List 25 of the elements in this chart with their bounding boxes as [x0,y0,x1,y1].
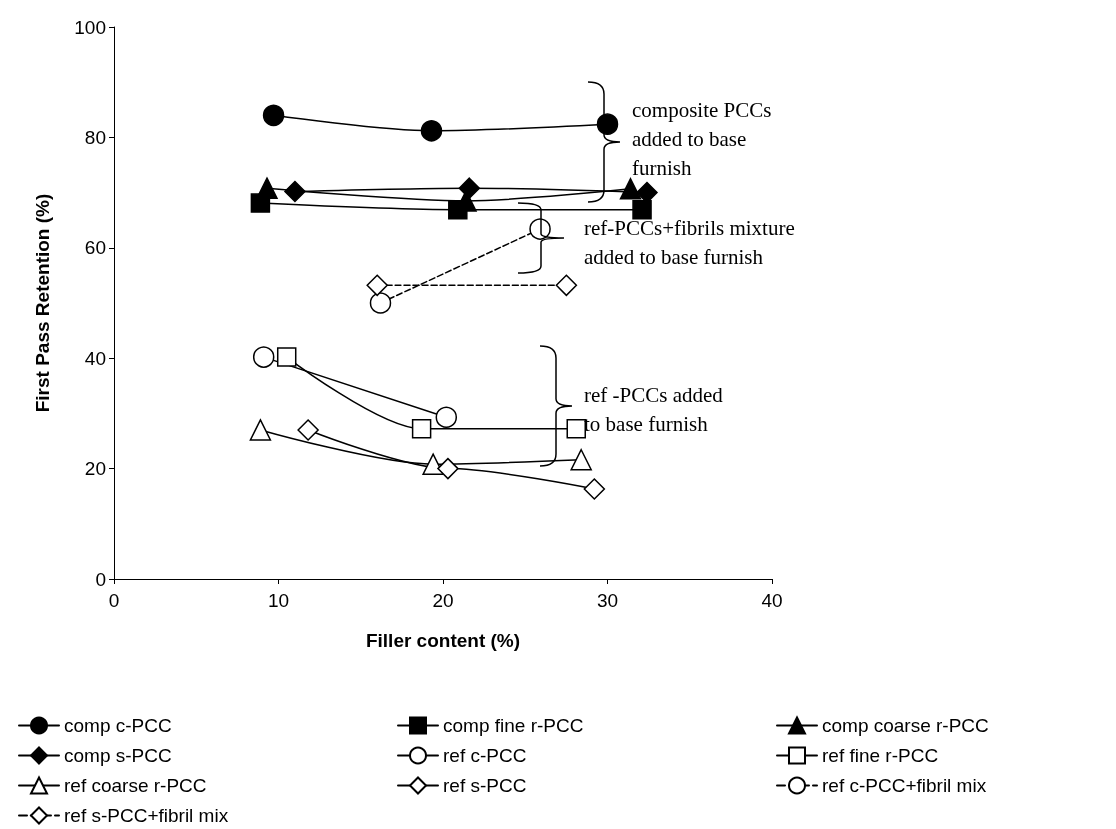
legend-label: ref s-PCC [443,775,527,796]
x-tick-label: 40 [761,590,783,611]
legend-label: ref c-PCC+fibril mix [822,775,987,796]
y-tick-label: 100 [74,16,106,38]
legend-label: ref c-PCC [443,745,527,766]
legend-label: ref coarse r-PCC [64,775,207,796]
legend-label: comp fine r-PCC [443,715,584,736]
legend-label: ref fine r-PCC [822,745,939,766]
annotation: composite PCCs added to base furnish [632,97,773,182]
legend-label: comp c-PCC [64,715,172,736]
legend-label: comp coarse r-PCC [822,715,989,736]
annotation: ref-PCCs+fibrils mixture added to base furnish [584,215,796,271]
x-tick-label: 10 [267,590,290,611]
x-tick-label: 30 [596,590,619,611]
x-tick-label: 20 [432,590,454,611]
legend-label: ref s-PCC+fibril mix [64,805,229,826]
y-tick-label: 60 [84,237,106,259]
x-tick-label: 0 [108,590,120,611]
y-tick-label: 80 [84,126,106,148]
y-tick-label: 40 [84,347,106,369]
y-tick-label: 20 [84,458,106,480]
y-axis-title: First Pass Retention (%) [32,193,53,413]
x-axis-title: Filler content (%) [365,630,521,651]
y-tick-label: 0 [95,568,106,590]
legend-label: comp s-PCC [64,745,172,766]
